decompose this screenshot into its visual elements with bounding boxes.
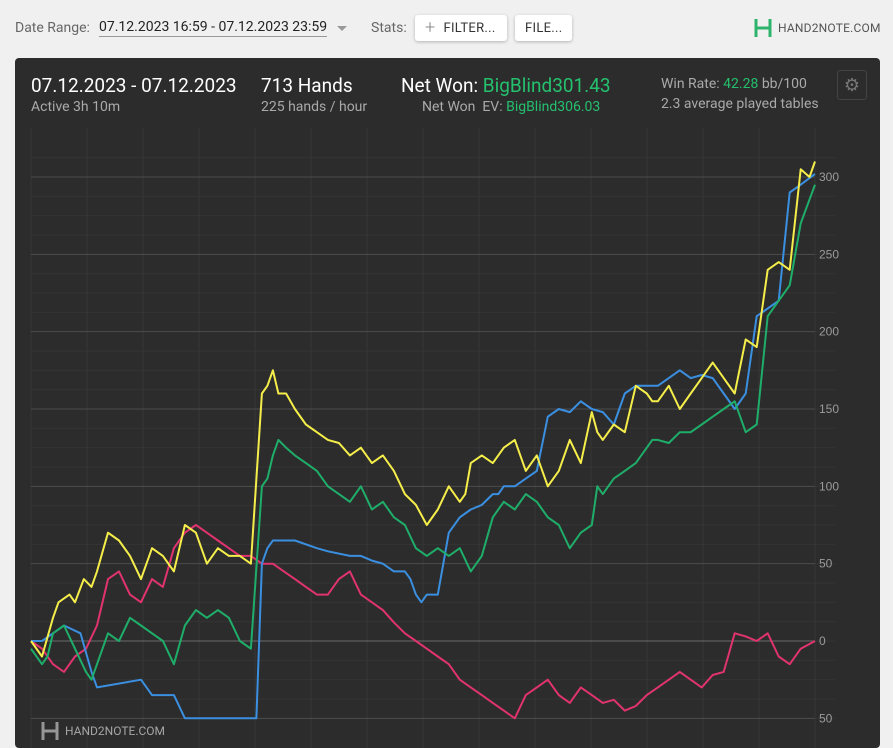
watermark-text: HAND2NOTE.COM: [65, 724, 166, 738]
filter-button-label: FILTER...: [443, 20, 496, 36]
watermark: HAND2NOTE.COM: [39, 720, 165, 742]
net-won-ev: Net Won EV: BigBlind306.03: [422, 99, 600, 115]
hands-per-hour: 225 hands / hour: [261, 99, 368, 115]
chevron-down-icon[interactable]: [337, 26, 347, 31]
net-won-label: Net Won:: [401, 74, 479, 97]
hand2note-logo-icon: [754, 19, 772, 37]
y-tick-label: 250: [819, 247, 839, 261]
win-rate-value: 42.28: [723, 76, 759, 92]
profit-graph: 300 250 200 150 100 50 0 50: [30, 128, 839, 748]
series-line-blue: [31, 173, 816, 720]
y-tick-label: 300: [819, 170, 839, 184]
filter-button[interactable]: + FILTER...: [415, 15, 507, 41]
net-won-value: BigBlind301.43: [482, 74, 611, 97]
top-toolbar: Date Range: 07.12.2023 16:59 - 07.12.202…: [0, 0, 893, 56]
win-rate-unit: bb/100: [761, 76, 807, 92]
avg-tables: 2.3 average played tables: [661, 96, 819, 112]
y-tick-label: 50: [819, 557, 833, 571]
win-rate: Win Rate: 42.28 bb/100: [661, 76, 807, 92]
active-time: Active 3h 10m: [31, 99, 121, 115]
series-line-green: [30, 184, 816, 681]
y-tick-label: 50: [819, 711, 833, 725]
y-tick-label: 0: [819, 634, 826, 648]
net-won-ev-value: BigBlind306.03: [506, 99, 601, 115]
gear-icon[interactable]: ⚙: [837, 70, 867, 100]
y-tick-label: 100: [819, 479, 839, 493]
series-line-yellow: [30, 161, 816, 658]
y-tick-label: 150: [819, 402, 839, 416]
net-won: Net Won: BigBlind301.43: [401, 74, 611, 97]
date-span: 07.12.2023 - 07.12.2023: [31, 74, 237, 97]
win-rate-label: Win Rate:: [661, 76, 720, 92]
stats-label: Stats:: [371, 20, 407, 36]
file-button[interactable]: FILE...: [515, 15, 572, 41]
net-won-ev-label: Net Won EV:: [422, 99, 503, 115]
y-tick-label: 200: [819, 325, 839, 339]
hand2note-logo: HAND2NOTE.COM: [752, 17, 881, 39]
plus-icon: +: [425, 17, 436, 38]
date-range-label: Date Range:: [15, 20, 90, 36]
file-button-label: FILE...: [525, 20, 563, 36]
hands-count: 713 Hands: [261, 74, 353, 97]
date-range-select[interactable]: 07.12.2023 16:59 - 07.12.2023 23:59: [99, 19, 328, 37]
logo-text: HAND2NOTE.COM: [778, 21, 881, 35]
watermark-logo-icon: [41, 722, 59, 740]
series-line-red: [30, 524, 816, 720]
graph-panel: 300 250 200 150 100 50 0 50 07.12.2023 - 07.12.…: [15, 58, 880, 748]
